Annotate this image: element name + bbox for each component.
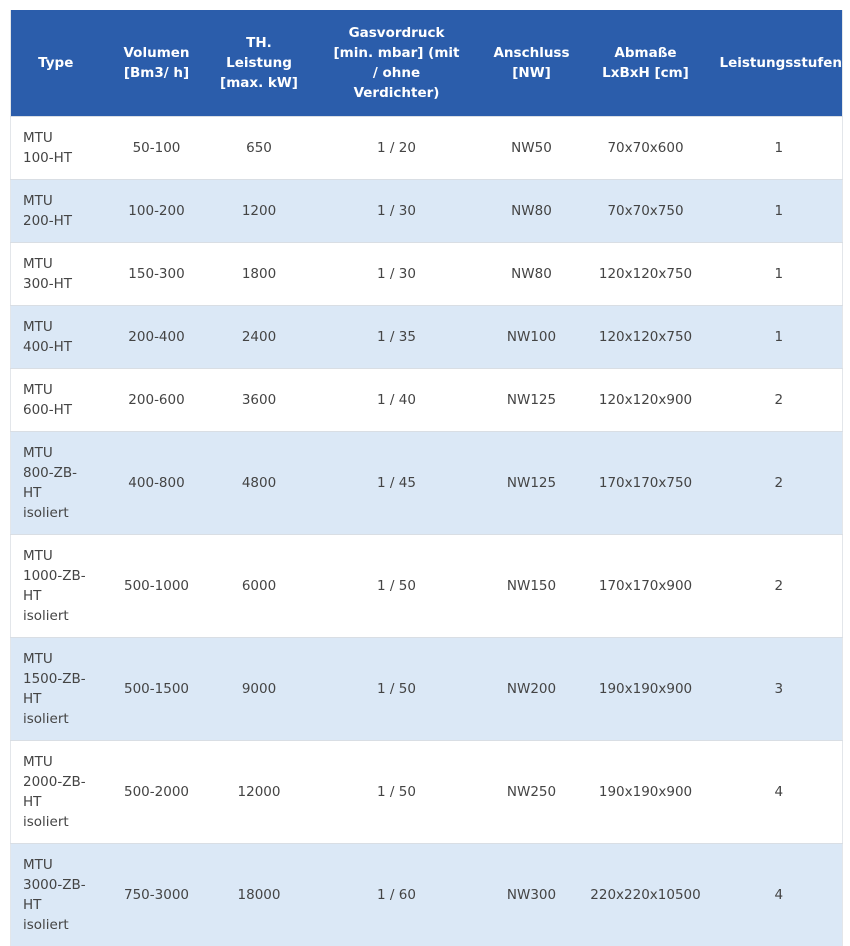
table-cell: 18000 <box>213 844 306 946</box>
table-cell: 400-800 <box>101 432 213 535</box>
header-text: Leistungsstufen <box>720 53 843 73</box>
table-cell: NW300 <box>488 844 576 946</box>
table-cell: 150-300 <box>101 243 213 306</box>
table-cell: 6000 <box>213 535 306 638</box>
table-cell: MTU 2000-ZB-HT isoliert <box>11 741 101 844</box>
table-cell: NW125 <box>488 432 576 535</box>
header-row: Type Volumen [Bm3/ h] TH. Leistung [max. k… <box>11 10 843 117</box>
table-cell: 500-2000 <box>101 741 213 844</box>
spec-table: Type Volumen [Bm3/ h] TH. Leistung [max. k… <box>10 10 843 946</box>
table-cell: 190x190x900 <box>576 741 716 844</box>
table-cell: NW80 <box>488 243 576 306</box>
table-cell: 1 / 40 <box>306 369 488 432</box>
table-cell: 3600 <box>213 369 306 432</box>
table-cell: 170x170x750 <box>576 432 716 535</box>
header-cell: Leistungsstufen <box>716 10 843 117</box>
table-cell: 1 <box>716 180 843 243</box>
table-cell: 1 / 35 <box>306 306 488 369</box>
table-cell: NW80 <box>488 180 576 243</box>
table-cell: 1 / 20 <box>306 117 488 180</box>
table-cell: 1 / 50 <box>306 638 488 741</box>
table-cell: 750-3000 <box>101 844 213 946</box>
table-cell: NW200 <box>488 638 576 741</box>
table-cell: MTU 100-HT <box>11 117 101 180</box>
table-cell: 70x70x750 <box>576 180 716 243</box>
table-cell: 190x190x900 <box>576 638 716 741</box>
table-cell: 120x120x750 <box>576 243 716 306</box>
header-text: TH. Leistung [max. kW] <box>217 33 302 93</box>
header-text: Volumen [Bm3/ h] <box>117 43 197 83</box>
table-cell: 500-1500 <box>101 638 213 741</box>
table-cell: 1 / 45 <box>306 432 488 535</box>
table-cell: 1200 <box>213 180 306 243</box>
table-cell: 170x170x900 <box>576 535 716 638</box>
table-cell: 1 / 50 <box>306 535 488 638</box>
table-cell: 3 <box>716 638 843 741</box>
table-cell: MTU 400-HT <box>11 306 101 369</box>
table-cell: NW125 <box>488 369 576 432</box>
table-cell: 1 <box>716 117 843 180</box>
header-text: Anschluss [NW] <box>492 43 572 83</box>
table-cell: 200-400 <box>101 306 213 369</box>
table-cell: NW100 <box>488 306 576 369</box>
table-cell: MTU 200-HT <box>11 180 101 243</box>
table-cell: 1 <box>716 243 843 306</box>
table-cell: 2 <box>716 535 843 638</box>
table-cell: 1 / 50 <box>306 741 488 844</box>
table-cell: 12000 <box>213 741 306 844</box>
header-cell: Volumen [Bm3/ h] <box>101 10 213 117</box>
table-cell: 650 <box>213 117 306 180</box>
table-cell: 120x120x750 <box>576 306 716 369</box>
table-cell: MTU 1500-ZB-HT isoliert <box>11 638 101 741</box>
table-cell: 2 <box>716 369 843 432</box>
table-cell: MTU 800-ZB-HT isoliert <box>11 432 101 535</box>
table-cell: NW250 <box>488 741 576 844</box>
table-cell: 1 <box>716 306 843 369</box>
table-cell: 220x220x10500 <box>576 844 716 946</box>
table-cell: 200-600 <box>101 369 213 432</box>
table-cell: NW150 <box>488 535 576 638</box>
table-cell: 120x120x900 <box>576 369 716 432</box>
header-cell: Type <box>11 10 101 117</box>
page: Type Volumen [Bm3/ h] TH. Leistung [max. k… <box>0 0 850 825</box>
table-cell: 2400 <box>213 306 306 369</box>
table-cell: 4 <box>716 844 843 946</box>
header-cell: Gasvordruck [min. mbar] (mit / ohne Verd… <box>306 10 488 117</box>
table-cell: 100-200 <box>101 180 213 243</box>
header-text: Abmaße LxBxH [cm] <box>591 43 701 83</box>
table-cell: 1 / 30 <box>306 180 488 243</box>
table-cell: 2 <box>716 432 843 535</box>
table-cell: 1800 <box>213 243 306 306</box>
table-cell: 1 / 30 <box>306 243 488 306</box>
table-cell: 9000 <box>213 638 306 741</box>
table-cell: MTU 1000-ZB-HT isoliert <box>11 535 101 638</box>
header-cell: Abmaße LxBxH [cm] <box>576 10 716 117</box>
table-cell: MTU 300-HT <box>11 243 101 306</box>
table-cell: MTU 600-HT <box>11 369 101 432</box>
header-text: Gasvordruck [min. mbar] (mit / ohne Verd… <box>332 23 462 103</box>
table-cell: 4 <box>716 741 843 844</box>
table-cell: 4800 <box>213 432 306 535</box>
header-cell: TH. Leistung [max. kW] <box>213 10 306 117</box>
table-cell: 50-100 <box>101 117 213 180</box>
header-cell: Anschluss [NW] <box>488 10 576 117</box>
header-text: Type <box>38 53 73 73</box>
table-cell: 70x70x600 <box>576 117 716 180</box>
table-cell: MTU 3000-ZB-HT isoliert <box>11 844 101 946</box>
table-cell: NW50 <box>488 117 576 180</box>
table-cell: 500-1000 <box>101 535 213 638</box>
table-cell: 1 / 60 <box>306 844 488 946</box>
